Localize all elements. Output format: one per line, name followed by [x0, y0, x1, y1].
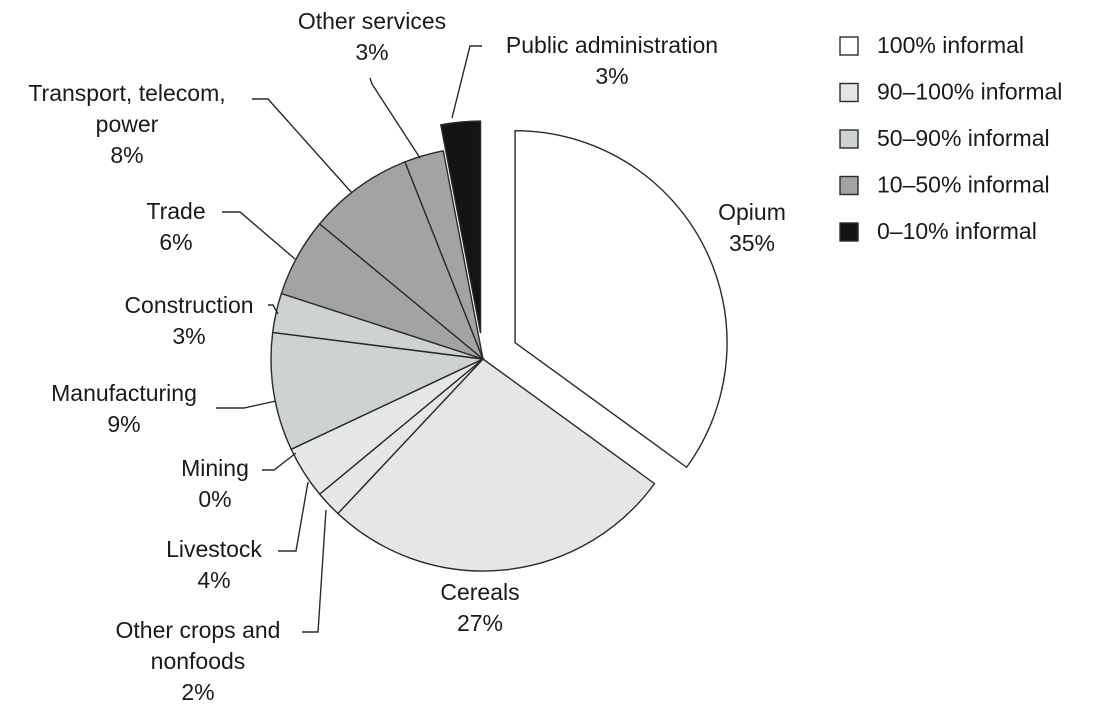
- slice-label-cereals: Cereals 27%: [440, 579, 519, 636]
- legend-entry-90-100-informal: 90–100% informal: [839, 79, 1062, 105]
- leader-line-mining: [262, 452, 297, 471]
- legend-label: 90–100% informal: [877, 79, 1062, 105]
- leader-line-other-crops-and-nonfoods: [302, 509, 327, 633]
- pie-slice-manufacturing: [270, 331, 486, 451]
- pie-slices: [270, 120, 728, 572]
- slice-label-public-administration: Public administration 3%: [506, 32, 718, 89]
- legend-label: 50–90% informal: [877, 125, 1050, 151]
- pie-slice-opium: [514, 129, 728, 469]
- slice-label-other-crops-and-nonfoods: Other crops and nonfoods 2%: [116, 617, 281, 705]
- slice-label-opium: Opium 35%: [718, 199, 786, 256]
- legend-label: 10–50% informal: [877, 172, 1050, 198]
- legend-swatch: [839, 129, 859, 149]
- legend-label: 100% informal: [877, 32, 1024, 58]
- legend-entry-0-10-informal: 0–10% informal: [839, 218, 1037, 244]
- legend-swatch: [839, 82, 859, 103]
- slice-label-livestock: Livestock 4%: [166, 536, 262, 593]
- pie-slice-other-services: [404, 149, 484, 360]
- leader-line-public-administration: [451, 45, 482, 119]
- legend-entry-50-90-informal: 50–90% informal: [839, 125, 1050, 151]
- leader-line-manufacturing: [216, 400, 277, 409]
- legend: 100% informal 90–100% informal 50–90% info…: [839, 32, 1062, 244]
- pie-slice-public-administration: [440, 120, 482, 334]
- leader-line-trade: [222, 211, 296, 260]
- leader-line-livestock: [278, 481, 309, 552]
- legend-entry-10-50-informal: 10–50% informal: [839, 172, 1050, 198]
- leader-line-transport-telecom-power: [252, 98, 353, 194]
- slice-label-mining: Mining 0%: [181, 455, 249, 512]
- pie-slice-transport-telecom-power: [318, 160, 484, 360]
- slice-label-manufacturing: Manufacturing 9%: [51, 380, 197, 437]
- legend-swatch: [839, 175, 859, 196]
- legend-label: 0–10% informal: [877, 218, 1037, 244]
- slice-label-other-services: Other services 3%: [298, 8, 446, 65]
- slice-labels: Opium 35% Cereals 27% Other crops and nonfood…: [28, 8, 786, 705]
- leader-line-construction: [268, 304, 279, 315]
- legend-swatch: [839, 222, 859, 242]
- pie-slice-cereals: [336, 358, 656, 572]
- leader-line-other-services: [369, 77, 421, 159]
- leader-lines: [216, 45, 482, 633]
- slice-label-transport-telecom-power: Transport, telecom, power 8%: [28, 80, 225, 168]
- legend-swatch: [839, 36, 859, 56]
- slice-label-trade: Trade 6%: [146, 198, 205, 255]
- legend-entry-100-informal: 100% informal: [839, 32, 1024, 58]
- slice-label-construction: Construction 3%: [124, 292, 253, 349]
